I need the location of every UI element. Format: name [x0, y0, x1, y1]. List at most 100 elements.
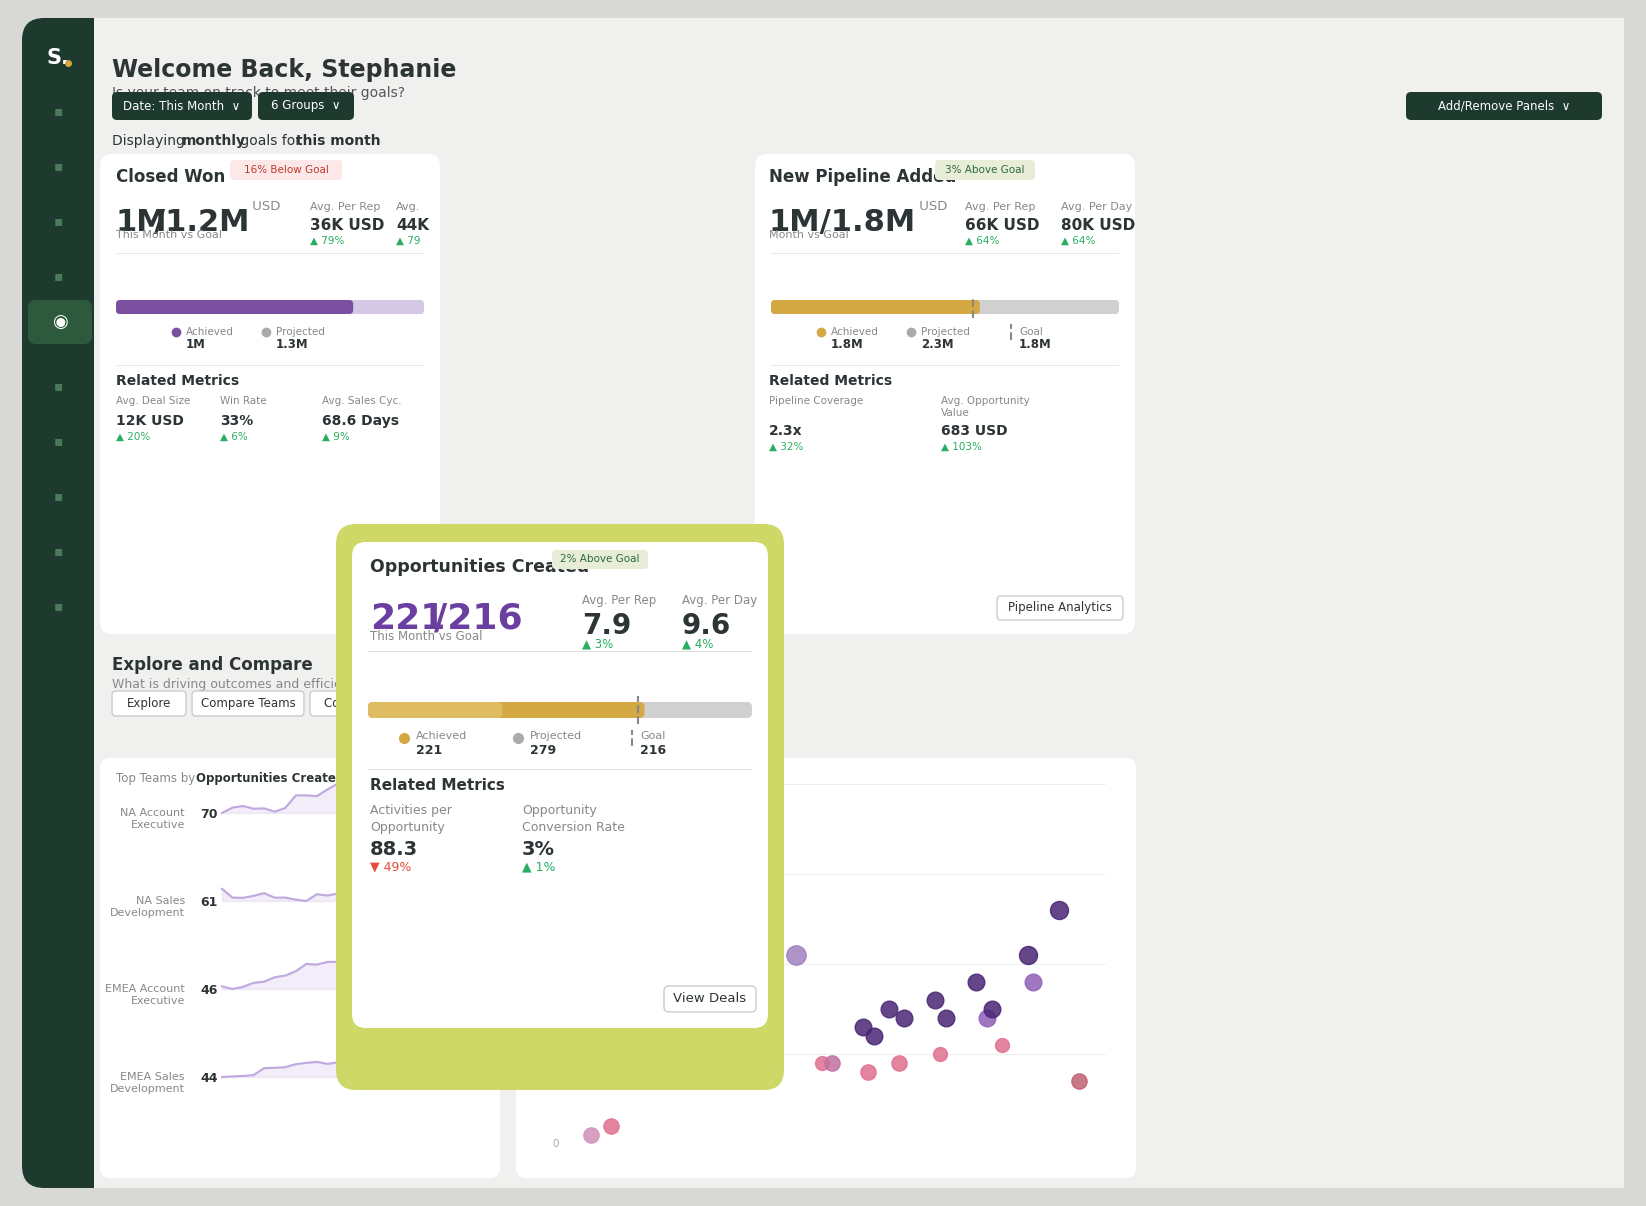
- FancyBboxPatch shape: [115, 300, 354, 314]
- Text: 46: 46: [201, 984, 217, 997]
- Text: 66K USD: 66K USD: [965, 218, 1040, 233]
- FancyBboxPatch shape: [551, 550, 649, 569]
- Text: Pipeline Coverage: Pipeline Coverage: [769, 396, 863, 406]
- FancyBboxPatch shape: [193, 691, 305, 716]
- Text: 221: 221: [370, 602, 446, 636]
- Text: Opportunities Created: Opportunities Created: [370, 558, 589, 576]
- Text: 70: 70: [201, 808, 217, 821]
- Text: 3%: 3%: [522, 841, 555, 859]
- Text: ▲ 9%: ▲ 9%: [323, 432, 349, 443]
- Text: 40: 40: [546, 779, 560, 789]
- Text: 44: 44: [201, 1072, 217, 1085]
- Text: ▪: ▪: [53, 269, 63, 283]
- Text: 80K USD: 80K USD: [1062, 218, 1136, 233]
- Text: This Month vs Goal: This Month vs Goal: [115, 230, 222, 240]
- Text: 216: 216: [640, 744, 667, 756]
- Text: 30: 30: [546, 870, 560, 879]
- FancyBboxPatch shape: [935, 160, 1035, 180]
- Text: View Deals: View Deals: [673, 993, 747, 1006]
- Text: 10: 10: [546, 1049, 560, 1059]
- Text: 36K USD: 36K USD: [309, 218, 385, 233]
- Text: ▲ 64%: ▲ 64%: [1062, 236, 1095, 246]
- Text: 1.3M: 1.3M: [277, 338, 308, 351]
- Text: Top Teams by: Top Teams by: [115, 772, 202, 785]
- Text: ▪: ▪: [53, 324, 63, 338]
- Text: NA Account
Executive: NA Account Executive: [120, 808, 184, 830]
- FancyBboxPatch shape: [21, 18, 94, 1188]
- FancyBboxPatch shape: [230, 160, 342, 180]
- FancyBboxPatch shape: [360, 596, 428, 620]
- Text: Achieved: Achieved: [416, 731, 467, 740]
- Text: USD: USD: [915, 200, 948, 213]
- Text: 221: 221: [416, 744, 443, 756]
- Text: ▲ 103%: ▲ 103%: [942, 443, 983, 452]
- Text: 7.9: 7.9: [583, 611, 632, 640]
- Text: 3% Above Goal: 3% Above Goal: [945, 165, 1025, 175]
- Bar: [58, 18, 94, 1188]
- FancyBboxPatch shape: [515, 759, 1136, 1178]
- Text: Pipeline Analytics: Pipeline Analytics: [1007, 602, 1113, 615]
- Text: ▪: ▪: [53, 544, 63, 558]
- Text: Compare Individuals: Compare Individuals: [324, 697, 446, 709]
- Text: 1M/1.8M: 1M/1.8M: [769, 207, 917, 238]
- Text: 61: 61: [201, 896, 217, 909]
- Text: goals for: goals for: [235, 134, 306, 148]
- Text: Win Rate: Win Rate: [221, 396, 267, 406]
- Text: 1M: 1M: [115, 207, 168, 238]
- Text: NA Sales
Development: NA Sales Development: [110, 896, 184, 918]
- Text: Avg. Per Day: Avg. Per Day: [1062, 201, 1132, 212]
- Text: 16% Below Goal: 16% Below Goal: [244, 165, 329, 175]
- Text: Activities per
Opportunity: Activities per Opportunity: [370, 804, 453, 835]
- Text: ▲ 32%: ▲ 32%: [769, 443, 803, 452]
- Text: ▲ 20%: ▲ 20%: [115, 432, 150, 443]
- Text: Projected: Projected: [530, 731, 583, 740]
- Text: Is your team on track to meet their goals?: Is your team on track to meet their goal…: [112, 86, 405, 100]
- Text: Related Metrics: Related Metrics: [115, 374, 239, 388]
- Text: 2.3x: 2.3x: [769, 425, 803, 438]
- Text: 44K: 44K: [397, 218, 430, 233]
- Text: Add/Remove Panels  ∨: Add/Remove Panels ∨: [1439, 100, 1570, 112]
- Text: 1M: 1M: [186, 338, 206, 351]
- Text: 1.8M: 1.8M: [1019, 338, 1052, 351]
- Text: 279: 279: [530, 744, 556, 756]
- FancyBboxPatch shape: [352, 541, 769, 1028]
- Text: Avg. Per Rep: Avg. Per Rep: [965, 201, 1035, 212]
- Text: This Month vs Goal: This Month vs Goal: [370, 630, 482, 643]
- Text: Meetings Booked ∨: Meetings Booked ∨: [639, 772, 765, 785]
- FancyBboxPatch shape: [112, 92, 252, 121]
- Text: ▲ 79: ▲ 79: [397, 236, 420, 246]
- Text: Compare Teams: Compare Teams: [201, 697, 295, 709]
- Text: Date: This Month  ∨: Date: This Month ∨: [123, 100, 240, 112]
- Text: 88.3: 88.3: [370, 841, 418, 859]
- Text: S.: S.: [46, 48, 69, 68]
- Text: ▪: ▪: [53, 379, 63, 393]
- Text: Manage: Manage: [370, 602, 418, 615]
- Text: Avg. Deal Size: Avg. Deal Size: [115, 396, 191, 406]
- Text: Explore and Compare: Explore and Compare: [112, 656, 313, 674]
- FancyBboxPatch shape: [663, 987, 756, 1012]
- Text: ▲ 1%: ▲ 1%: [522, 860, 555, 873]
- Text: Displaying: Displaying: [112, 134, 189, 148]
- Text: USD: USD: [249, 200, 280, 213]
- Text: ▲ 79%: ▲ 79%: [309, 236, 344, 246]
- Text: Welcome Back, Stephanie: Welcome Back, Stephanie: [112, 58, 456, 82]
- Text: /1.2M: /1.2M: [155, 207, 250, 238]
- FancyBboxPatch shape: [100, 154, 439, 634]
- FancyBboxPatch shape: [369, 702, 502, 718]
- FancyBboxPatch shape: [770, 300, 1119, 314]
- Text: ▪: ▪: [53, 434, 63, 447]
- Text: ▲ 4%: ▲ 4%: [681, 638, 713, 651]
- Text: Opportunity
Conversion Rate: Opportunity Conversion Rate: [522, 804, 625, 835]
- Text: Avg. Sales Cyc.: Avg. Sales Cyc.: [323, 396, 402, 406]
- Text: ▪: ▪: [53, 159, 63, 172]
- Text: New Pipeline Added: New Pipeline Added: [769, 168, 956, 186]
- Text: Explore: Explore: [127, 697, 171, 709]
- Text: monthly: monthly: [183, 134, 245, 148]
- Text: 9.6: 9.6: [681, 611, 731, 640]
- Text: ◉: ◉: [53, 314, 67, 330]
- Text: 12K USD: 12K USD: [115, 414, 184, 428]
- FancyBboxPatch shape: [336, 523, 783, 1090]
- Text: Closed Won: Closed Won: [115, 168, 226, 186]
- FancyBboxPatch shape: [100, 759, 500, 1178]
- Text: Opportunities Created ∨: Opportunities Created ∨: [196, 772, 357, 785]
